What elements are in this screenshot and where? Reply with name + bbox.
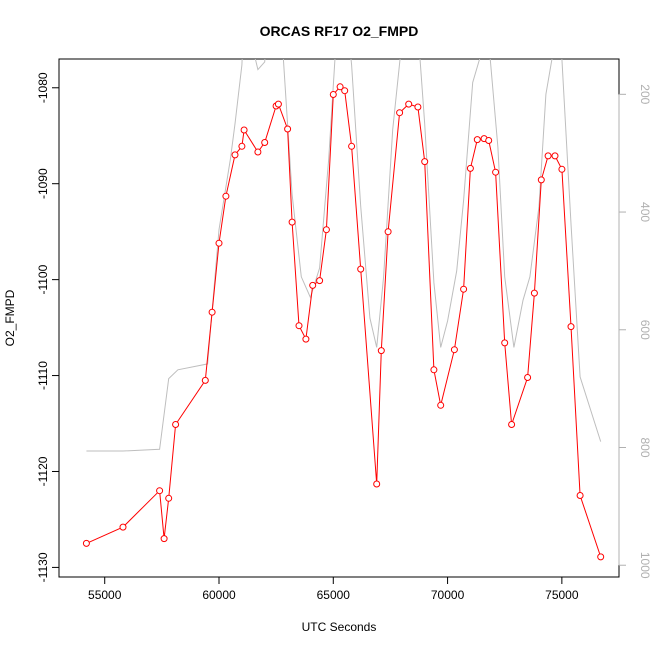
data-point bbox=[119, 523, 127, 531]
data-point bbox=[437, 401, 445, 409]
data-point bbox=[377, 347, 385, 355]
chart-title: ORCAS RF17 O2_FMPD bbox=[260, 23, 419, 39]
data-point bbox=[357, 265, 365, 273]
data-point bbox=[208, 308, 216, 316]
data-point bbox=[222, 192, 230, 200]
data-point bbox=[485, 137, 493, 144]
y2-tick-label: 400 bbox=[638, 202, 650, 222]
y-tick-label: -1100 bbox=[36, 264, 50, 294]
data-point bbox=[414, 103, 422, 111]
data-point bbox=[558, 165, 566, 173]
data-point bbox=[336, 83, 344, 91]
data-point bbox=[295, 322, 303, 330]
y2-tick-label: 800 bbox=[638, 437, 650, 457]
x-tick-label: 65000 bbox=[317, 588, 351, 602]
data-point bbox=[466, 164, 474, 172]
data-point bbox=[316, 277, 324, 285]
data-point bbox=[254, 148, 262, 156]
data-point bbox=[530, 289, 538, 297]
data-point bbox=[341, 87, 349, 95]
x-axis-label: UTC Seconds bbox=[302, 620, 377, 634]
y2-tick-label: 200 bbox=[638, 84, 650, 104]
data-point bbox=[421, 158, 429, 166]
y-tick-label: -1120 bbox=[36, 456, 50, 486]
y-tick-label: -1080 bbox=[36, 72, 50, 103]
data-point bbox=[473, 136, 481, 144]
data-point bbox=[508, 421, 516, 428]
data-point bbox=[156, 487, 164, 495]
red-series-layer bbox=[82, 83, 605, 561]
gray-series-layer bbox=[86, 59, 602, 452]
data-point bbox=[544, 152, 552, 160]
data-point bbox=[165, 494, 173, 502]
y2-tick-label: 1000 bbox=[638, 552, 650, 579]
x-tick-label: 70000 bbox=[431, 588, 465, 602]
data-point bbox=[537, 176, 545, 184]
data-point bbox=[274, 100, 282, 108]
data-point bbox=[405, 100, 413, 108]
data-point bbox=[348, 142, 356, 150]
data-point bbox=[238, 142, 246, 150]
data-point bbox=[160, 535, 168, 543]
data-point bbox=[201, 376, 209, 384]
data-point bbox=[322, 226, 330, 234]
data-point bbox=[231, 151, 239, 159]
data-point bbox=[551, 152, 559, 160]
y-tick-label: -1110 bbox=[36, 361, 50, 390]
data-point bbox=[329, 91, 337, 98]
data-point bbox=[309, 281, 317, 289]
data-point bbox=[492, 168, 500, 176]
data-point bbox=[450, 346, 458, 354]
data-point bbox=[460, 285, 468, 293]
data-point bbox=[524, 374, 532, 381]
x-tick-label: 75000 bbox=[545, 588, 579, 602]
data-point bbox=[430, 366, 438, 374]
data-point bbox=[302, 335, 310, 343]
plot-frame bbox=[58, 58, 620, 578]
series-line-gray bbox=[86, 59, 602, 452]
data-point bbox=[261, 139, 269, 146]
y-tick-label: -1090 bbox=[36, 168, 50, 199]
data-point bbox=[567, 323, 575, 331]
data-point bbox=[215, 239, 223, 247]
y2-tick-label: 600 bbox=[638, 320, 650, 340]
data-point bbox=[240, 126, 248, 134]
x-tick-label: 55000 bbox=[88, 588, 122, 602]
data-point bbox=[384, 228, 392, 236]
axes-layer: 55000 60000 65000 70000 75000 -1130 -1120 -1110… bbox=[36, 72, 650, 602]
data-point bbox=[576, 492, 584, 499]
data-point bbox=[597, 553, 605, 561]
y-axis-label: O2_FMPD bbox=[3, 289, 17, 346]
series-line-red bbox=[86, 86, 602, 558]
x-tick-label: 60000 bbox=[202, 588, 236, 602]
data-point bbox=[288, 218, 296, 226]
data-point bbox=[82, 539, 90, 547]
data-point bbox=[284, 125, 292, 133]
data-point bbox=[501, 339, 509, 347]
data-point bbox=[172, 421, 180, 428]
data-point bbox=[396, 109, 404, 117]
data-point bbox=[373, 480, 381, 488]
y-tick-label: -1130 bbox=[36, 552, 50, 582]
